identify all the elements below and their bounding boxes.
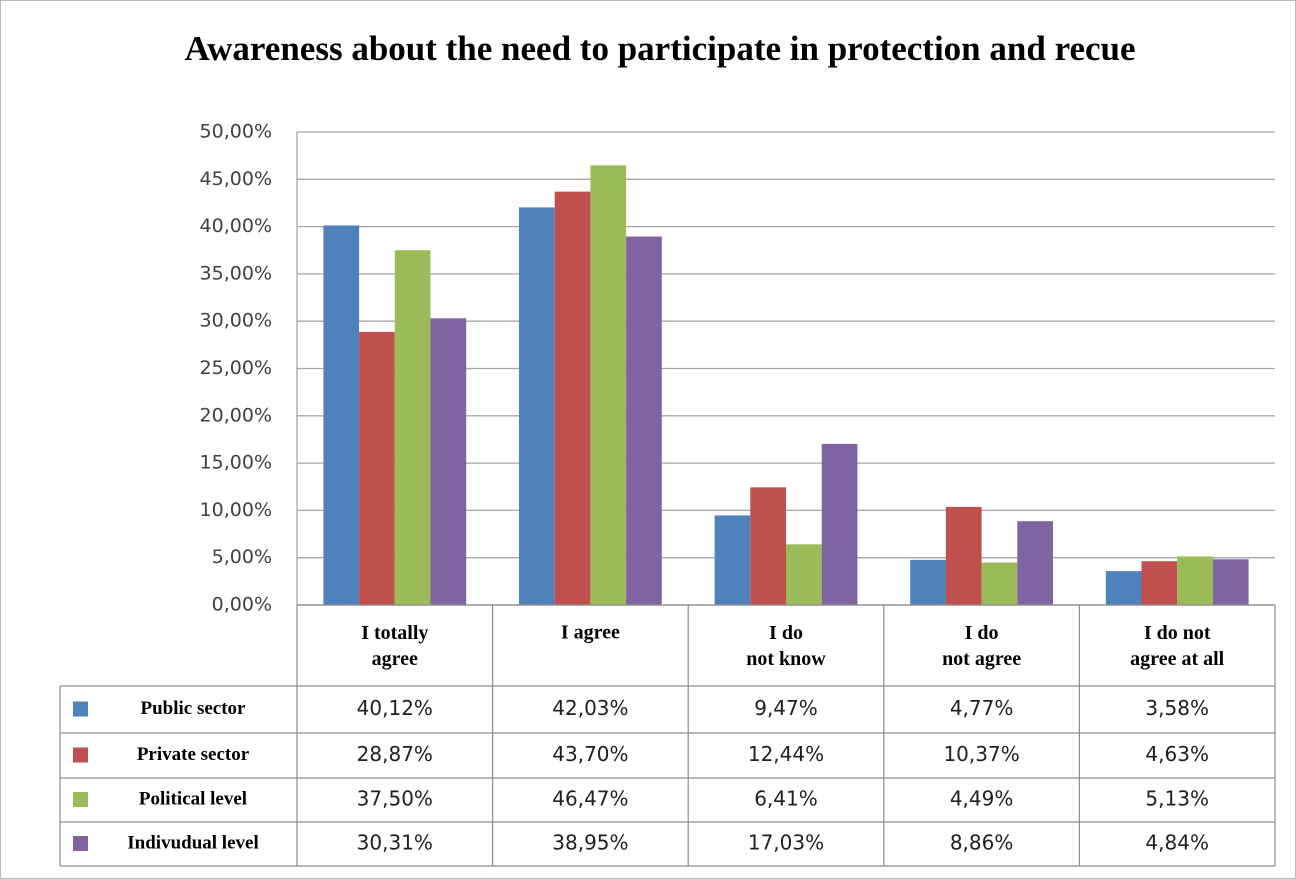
- table-value: 28,87%: [357, 742, 433, 766]
- bar: [394, 250, 431, 605]
- y-tick-label: 15,00%: [200, 452, 272, 474]
- table-value: 4,63%: [1145, 742, 1209, 766]
- chart-title: Awareness about the need to participate …: [184, 29, 1135, 68]
- legend-label: Public sector: [140, 698, 246, 719]
- legend-label: Indivudual level: [127, 832, 258, 853]
- bar: [910, 559, 946, 605]
- bar: [786, 544, 822, 605]
- bar: [1017, 521, 1053, 605]
- bar: [714, 515, 751, 605]
- table-value: 6,41%: [754, 787, 818, 811]
- legend-swatch: [73, 792, 88, 807]
- y-tick-label: 25,00%: [200, 357, 272, 379]
- legend-swatch: [73, 747, 88, 763]
- table-value: 40,12%: [357, 696, 433, 720]
- bar: [1212, 559, 1249, 605]
- legend-label: Political level: [139, 788, 247, 809]
- bar: [323, 225, 360, 606]
- table-value: 30,31%: [357, 831, 433, 855]
- y-tick-label: 20,00%: [200, 404, 272, 426]
- bar: [821, 443, 858, 605]
- table-value: 9,47%: [754, 696, 818, 720]
- bar: [554, 191, 591, 605]
- x-tick-label: I totally agree: [361, 622, 428, 670]
- bar: [750, 487, 786, 605]
- y-tick-label: 5,00%: [212, 546, 272, 568]
- legend-label: Private sector: [137, 744, 250, 765]
- bar: [981, 562, 1018, 605]
- bar: [519, 207, 555, 606]
- table-value: 46,47%: [552, 787, 628, 811]
- x-tick-label: I do not know: [746, 622, 826, 670]
- table-value: 5,13%: [1145, 787, 1209, 811]
- y-tick-label: 10,00%: [200, 499, 272, 521]
- table-value: 37,50%: [357, 787, 433, 811]
- y-tick-label: 0,00%: [212, 594, 272, 616]
- table-value: 17,03%: [748, 831, 824, 855]
- bar: [590, 165, 627, 605]
- x-tick-label: I do not agree: [942, 622, 1021, 670]
- bar: [1141, 561, 1178, 605]
- table-value: 3,58%: [1145, 696, 1209, 720]
- bar: [359, 331, 395, 605]
- table-value: 8,86%: [950, 831, 1014, 855]
- table-value: 38,95%: [552, 831, 628, 855]
- legend-swatch: [73, 836, 88, 851]
- table-value: 4,84%: [1145, 831, 1209, 855]
- table-value: 43,70%: [552, 742, 628, 766]
- bar: [1105, 571, 1142, 605]
- bar: [1177, 556, 1213, 605]
- bar: [430, 318, 467, 605]
- table-value: 4,49%: [950, 787, 1014, 811]
- table-value: 4,77%: [950, 696, 1014, 720]
- table-value: 42,03%: [552, 696, 628, 720]
- legend-swatch: [73, 701, 88, 717]
- x-tick-label: I do not agree at all: [1130, 622, 1224, 670]
- bar: [945, 506, 982, 605]
- y-tick-label: 50,00%: [200, 121, 272, 143]
- y-tick-label: 35,00%: [200, 262, 272, 284]
- y-tick-label: 30,00%: [200, 310, 272, 332]
- x-tick-label: I agree: [561, 622, 620, 644]
- table-value: 12,44%: [748, 742, 824, 766]
- bar: [626, 236, 662, 605]
- table-value: 10,37%: [943, 742, 1019, 766]
- y-tick-label: 40,00%: [200, 215, 272, 237]
- y-tick-label: 45,00%: [200, 168, 272, 190]
